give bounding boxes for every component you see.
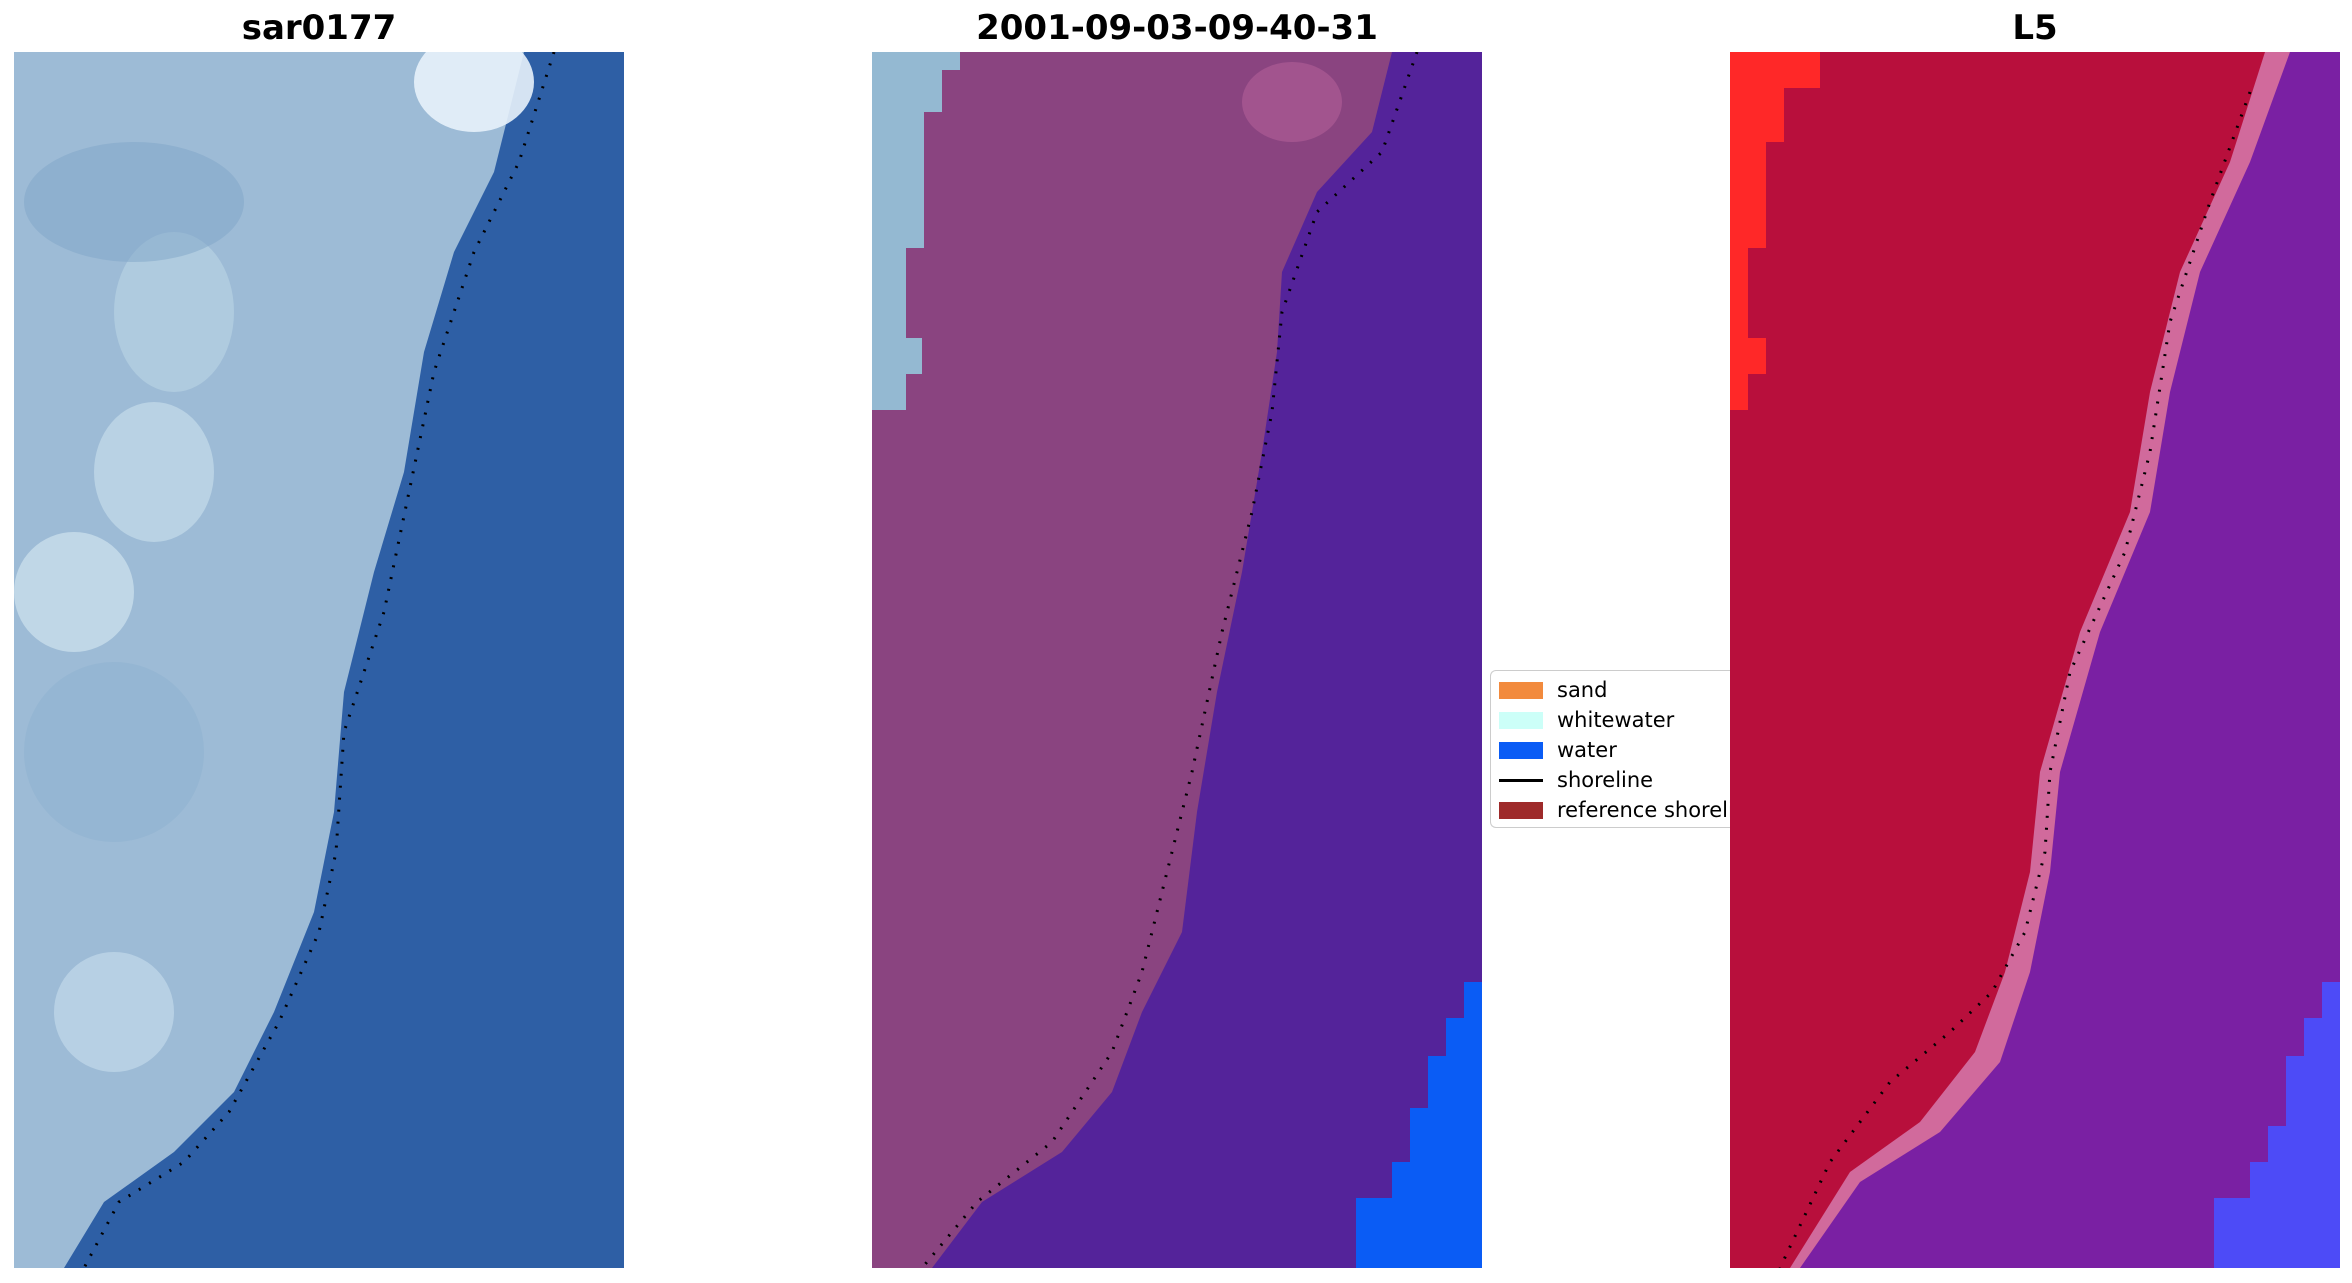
rgb-texture-patch (54, 952, 174, 1072)
mndwi-land-area (1730, 52, 2265, 1268)
classified-image-panel (872, 52, 1482, 1268)
legend-item-shoreline: shoreline (1491, 765, 1730, 795)
rgb-image (14, 52, 624, 1268)
legend-line-shoreline (1499, 779, 1543, 782)
legend-item-sand: sand (1491, 675, 1730, 705)
classified-whitewater-area (872, 52, 960, 410)
panel-title-mndwi: L5 (2012, 8, 2058, 48)
legend-item-reference-shoreline: reference shoreline (1491, 795, 1730, 825)
classified-land-area (872, 52, 1392, 1268)
mndwi-image-panel (1730, 52, 2340, 1268)
rgb-texture-patch (14, 532, 134, 652)
panel-title-classified: 2001-09-03-09-40-31 (976, 8, 1378, 48)
legend-swatch-reference-shoreline (1499, 802, 1543, 819)
legend-label-reference-shoreline: reference shoreline (1557, 798, 1730, 822)
legend: sand whitewater water shoreline referenc… (1490, 670, 1730, 828)
rgb-texture-patch (114, 232, 234, 392)
rgb-texture-patch (24, 142, 244, 262)
legend-item-water: water (1491, 735, 1730, 765)
rgb-texture-patch (94, 402, 214, 542)
classified-bright-patch (1242, 62, 1342, 142)
legend-item-whitewater: whitewater (1491, 705, 1730, 735)
mndwi-image (1730, 52, 2340, 1268)
rgb-texture-patch (24, 662, 204, 842)
mndwi-deepwater-area (2214, 982, 2340, 1268)
rgb-bright-patch (414, 52, 534, 132)
legend-swatch-sand (1499, 682, 1543, 699)
legend-label-whitewater: whitewater (1557, 708, 1675, 732)
panel-title-rgb: sar0177 (241, 8, 397, 48)
classified-deepwater-area (1356, 982, 1482, 1268)
mndwi-shoreline (1778, 91, 2252, 1268)
legend-label-water: water (1557, 738, 1617, 762)
legend-label-shoreline: shoreline (1557, 768, 1654, 792)
legend-swatch-whitewater (1499, 712, 1543, 729)
classified-image (872, 52, 1482, 1268)
legend-label-sand: sand (1557, 678, 1608, 702)
mndwi-bright-area (1730, 52, 1820, 410)
rgb-image-panel (14, 52, 624, 1268)
legend-swatch-water (1499, 742, 1543, 759)
